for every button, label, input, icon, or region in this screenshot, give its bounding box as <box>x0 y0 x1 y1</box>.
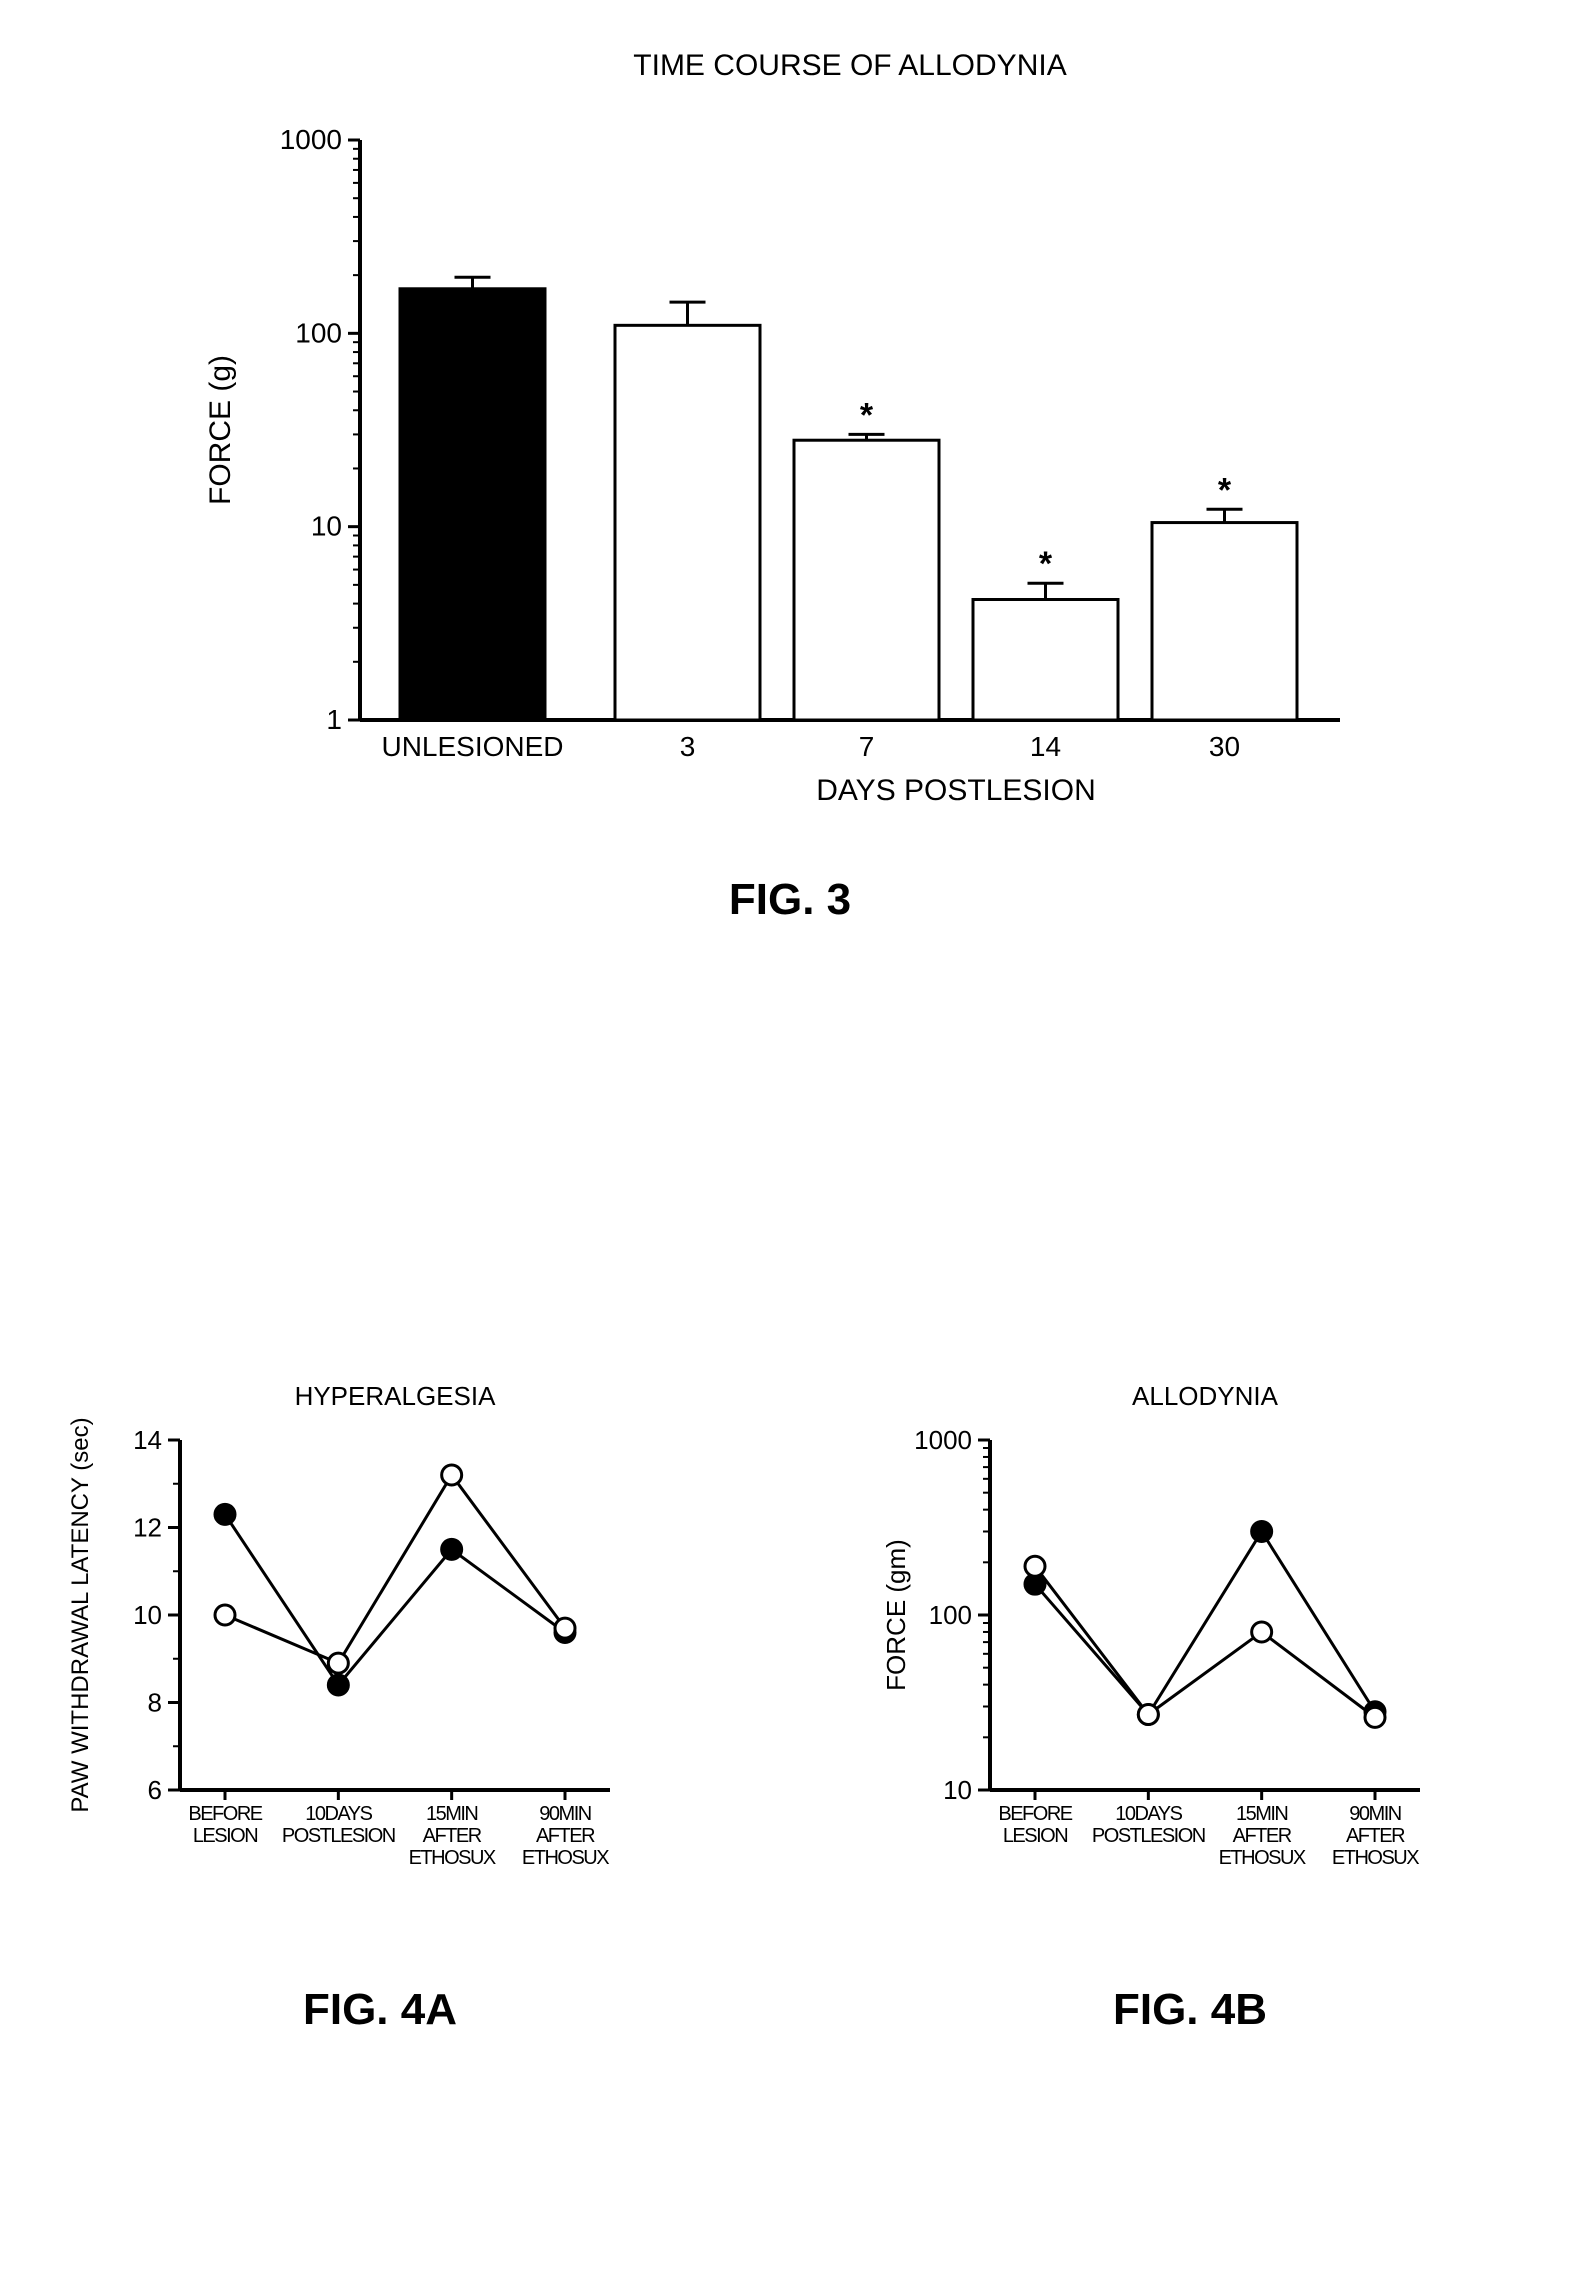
svg-text:UNLESIONED: UNLESIONED <box>381 731 563 762</box>
svg-text:FORCE (gm): FORCE (gm) <box>881 1539 911 1691</box>
svg-text:14: 14 <box>1030 731 1061 762</box>
svg-text:1000: 1000 <box>280 124 342 155</box>
svg-text:LESION: LESION <box>1003 1825 1067 1847</box>
svg-text:15MIN: 15MIN <box>1236 1803 1287 1825</box>
svg-text:AFTER: AFTER <box>423 1825 482 1847</box>
svg-text:*: * <box>1039 545 1053 583</box>
svg-text:FORCE (g): FORCE (g) <box>204 355 237 505</box>
svg-text:1000: 1000 <box>914 1425 972 1455</box>
svg-text:ETHOSUX: ETHOSUX <box>409 1847 496 1869</box>
svg-text:AFTER: AFTER <box>1346 1825 1405 1847</box>
svg-text:30: 30 <box>1209 731 1240 762</box>
svg-text:BEFORE: BEFORE <box>188 1803 262 1825</box>
svg-text:10: 10 <box>311 511 342 542</box>
svg-text:POSTLESION: POSTLESION <box>282 1825 395 1847</box>
svg-text:TIME COURSE OF ALLODYNIA: TIME COURSE OF ALLODYNIA <box>633 49 1066 82</box>
svg-text:ETHOSUX: ETHOSUX <box>522 1847 609 1869</box>
fig4a-caption: FIG. 4A <box>50 1985 710 2035</box>
svg-text:PAW WITHDRAWAL LATENCY (sec): PAW WITHDRAWAL LATENCY (sec) <box>67 1417 94 1812</box>
svg-text:3: 3 <box>680 731 696 762</box>
fig4b-chart: ALLODYNIA 10 100 1000 FORCE (gm) BEFORELESION… <box>860 1360 1520 1980</box>
svg-text:*: * <box>1218 471 1232 509</box>
svg-text:10: 10 <box>133 1600 162 1630</box>
svg-text:6: 6 <box>148 1775 162 1805</box>
svg-text:12: 12 <box>133 1513 162 1543</box>
svg-text:HYPERALGESIA: HYPERALGESIA <box>295 1381 497 1411</box>
fig4a-container: HYPERALGESIA 6 8 10 12 14 PAW WITHDRAWAL LATEN… <box>50 1360 710 2035</box>
fig3-chart: TIME COURSE OF ALLODYNIA 1 10 100 1000 FORCE … <box>160 40 1420 870</box>
svg-text:ETHOSUX: ETHOSUX <box>1332 1847 1419 1869</box>
fig4b-container: ALLODYNIA 10 100 1000 FORCE (gm) BEFORELESION… <box>860 1360 1520 2035</box>
svg-text:POSTLESION: POSTLESION <box>1092 1825 1205 1847</box>
svg-text:100: 100 <box>295 317 342 348</box>
svg-text:10DAYS: 10DAYS <box>1115 1803 1182 1825</box>
fig4b-caption: FIG. 4B <box>860 1985 1520 2035</box>
svg-text:14: 14 <box>133 1425 162 1455</box>
svg-text:BEFORE: BEFORE <box>998 1803 1072 1825</box>
fig3-caption: FIG. 3 <box>160 875 1420 925</box>
fig3-container: TIME COURSE OF ALLODYNIA 1 10 100 1000 FORCE … <box>160 40 1420 925</box>
svg-text:90MIN: 90MIN <box>1349 1803 1400 1825</box>
svg-text:*: * <box>860 396 874 434</box>
svg-text:7: 7 <box>859 731 875 762</box>
svg-text:DAYS POSTLESION: DAYS POSTLESION <box>816 774 1096 807</box>
svg-text:90MIN: 90MIN <box>539 1803 590 1825</box>
svg-text:LESION: LESION <box>193 1825 257 1847</box>
svg-text:100: 100 <box>929 1600 972 1630</box>
page: TIME COURSE OF ALLODYNIA 1 10 100 1000 FORCE … <box>0 0 1587 2274</box>
svg-text:ETHOSUX: ETHOSUX <box>1219 1847 1306 1869</box>
svg-text:8: 8 <box>148 1688 162 1718</box>
svg-text:ALLODYNIA: ALLODYNIA <box>1132 1381 1279 1411</box>
svg-text:15MIN: 15MIN <box>426 1803 477 1825</box>
svg-text:1: 1 <box>326 704 342 735</box>
svg-text:AFTER: AFTER <box>1233 1825 1292 1847</box>
svg-text:AFTER: AFTER <box>536 1825 595 1847</box>
svg-text:10DAYS: 10DAYS <box>305 1803 372 1825</box>
svg-text:10: 10 <box>943 1775 972 1805</box>
fig4a-chart: HYPERALGESIA 6 8 10 12 14 PAW WITHDRAWAL LATEN… <box>50 1360 710 1980</box>
